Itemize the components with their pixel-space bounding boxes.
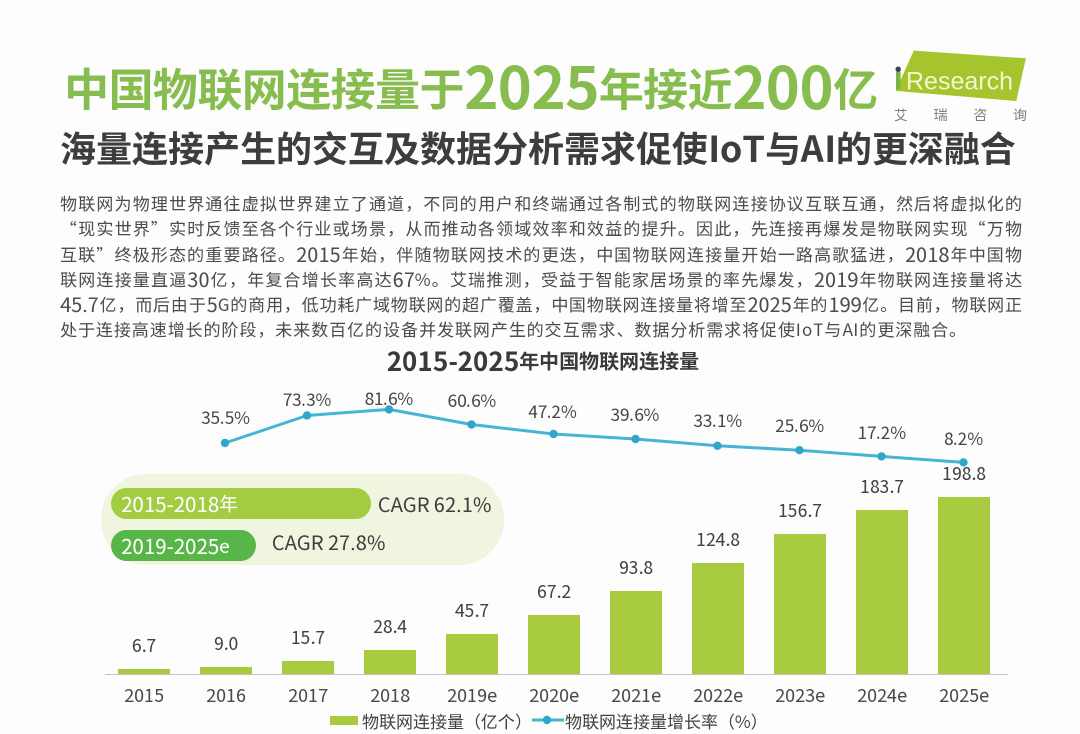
svg-text:Research: Research xyxy=(906,67,1013,95)
